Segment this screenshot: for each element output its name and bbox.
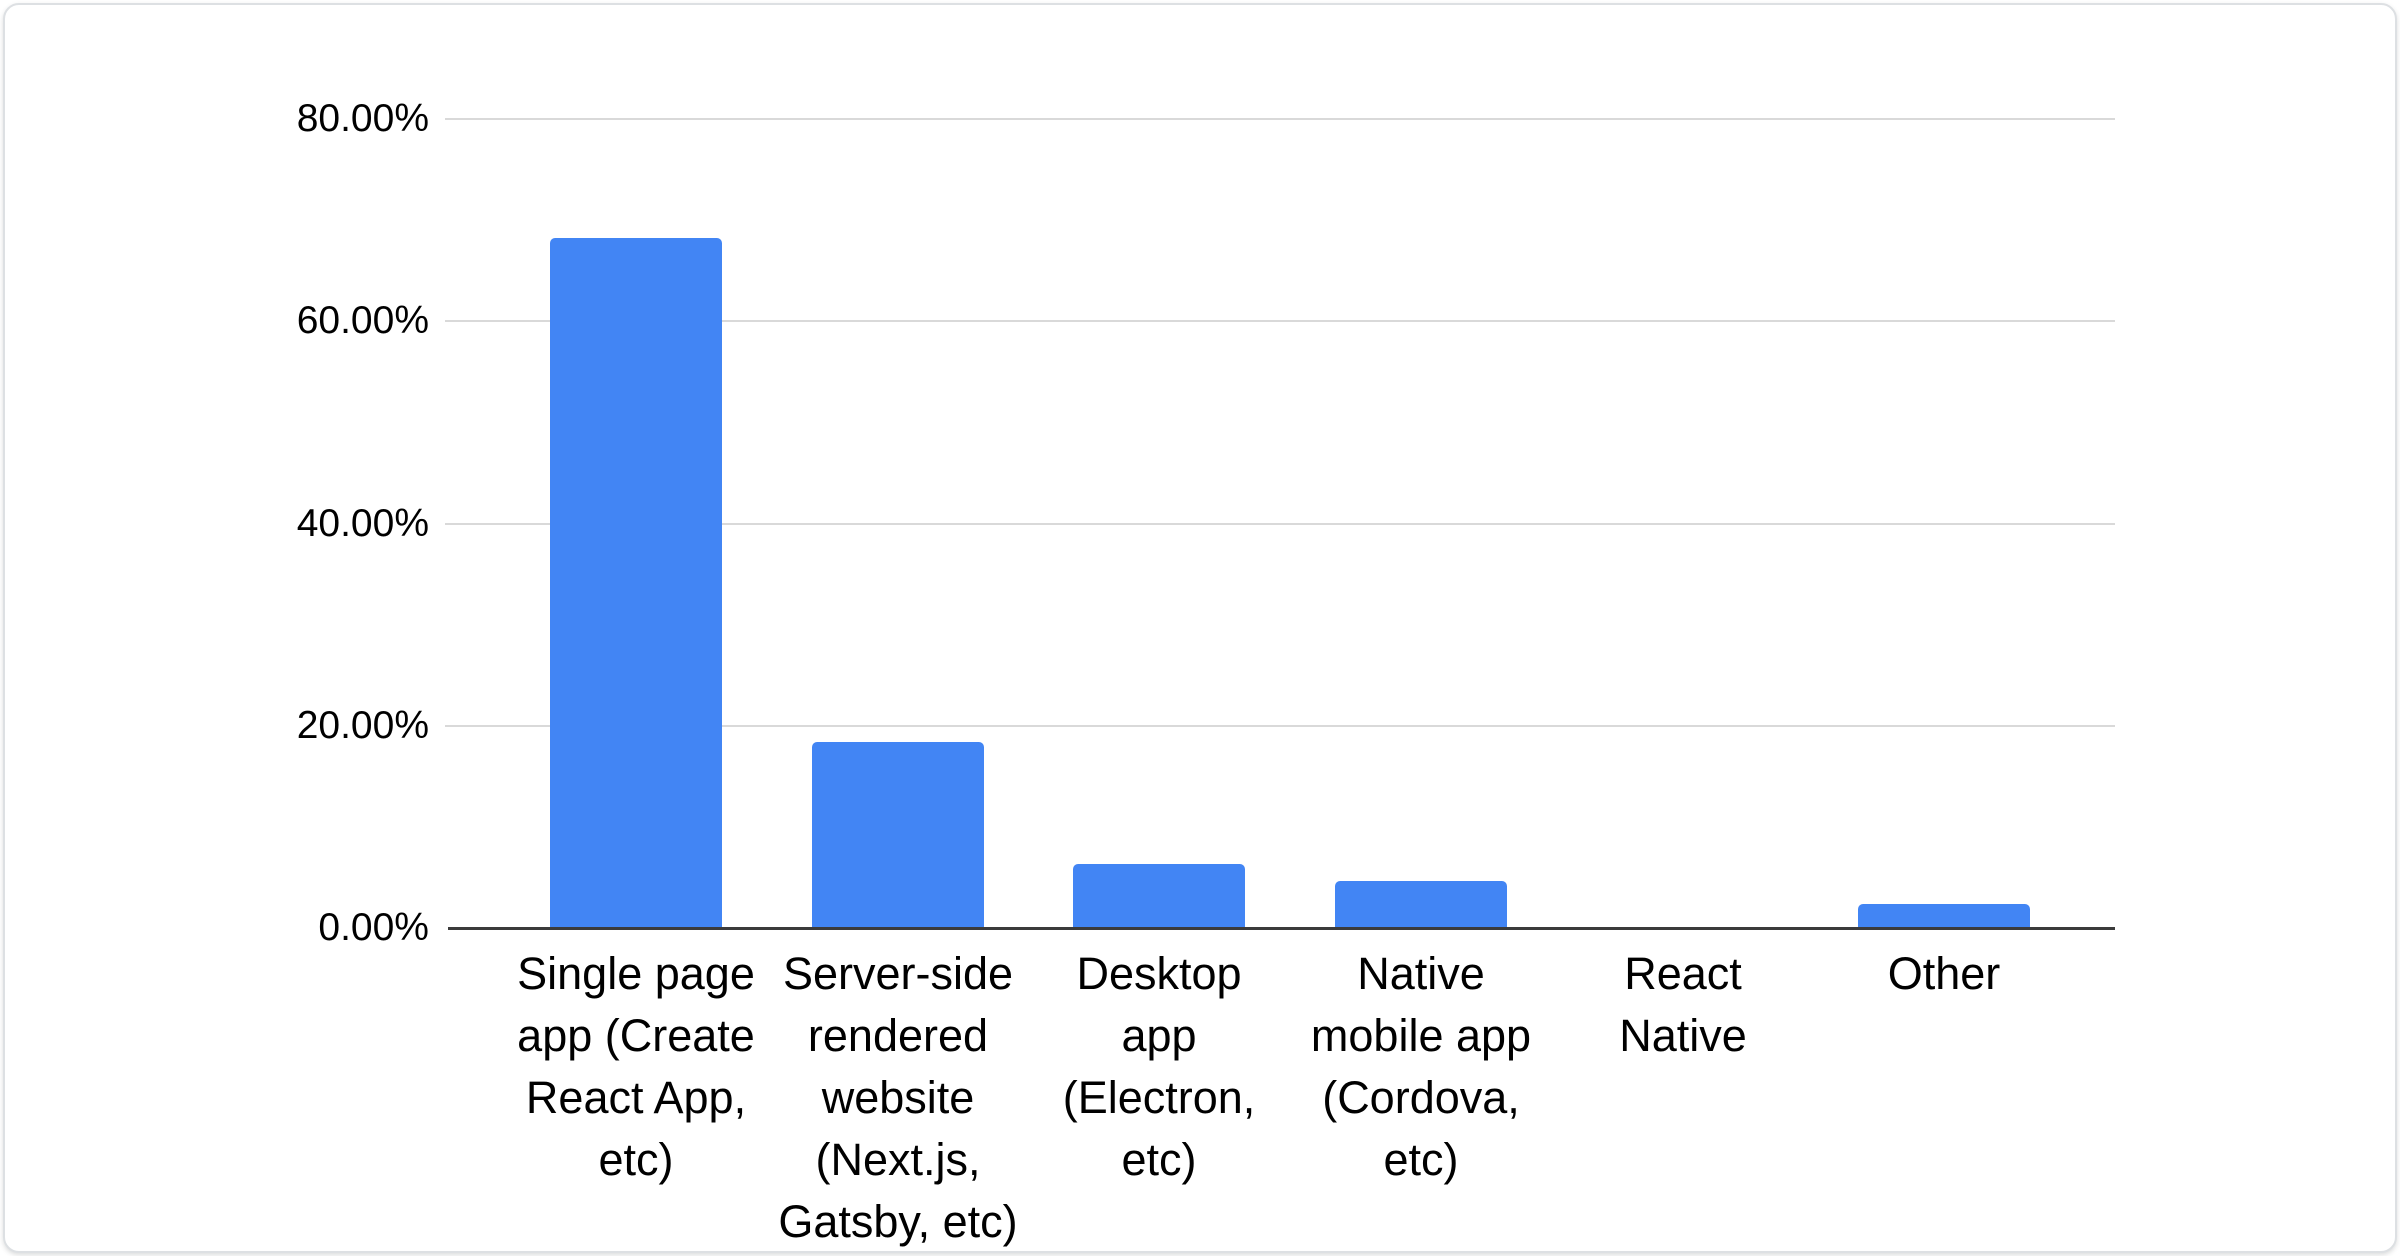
x-axis-category-label: Desktop app (Electron, etc) bbox=[1062, 948, 1256, 1185]
bar[interactable] bbox=[812, 742, 984, 928]
x-axis-category-label: Native mobile app (Cordova, etc) bbox=[1310, 948, 1532, 1185]
x-axis-category-label: Other bbox=[1887, 948, 2001, 999]
chart-card: 80.00% 60.00% 40.00% 20.00% 0.00% Single pag… bbox=[3, 3, 2397, 1253]
gridline bbox=[445, 523, 2115, 525]
bar[interactable] bbox=[1335, 881, 1507, 928]
y-axis-tick-label: 60.00% bbox=[296, 299, 429, 342]
x-axis-category-label: Server-side rendered website (Next.js, G… bbox=[778, 948, 1018, 1247]
bar[interactable] bbox=[1073, 864, 1245, 928]
x-axis-category-label: React Native bbox=[1619, 948, 1747, 1061]
bar[interactable] bbox=[1858, 904, 2030, 928]
y-axis-tick-label: 0.00% bbox=[318, 906, 429, 949]
x-axis-baseline bbox=[448, 927, 2115, 930]
x-axis-category-label: Single page app (Create React App, etc) bbox=[517, 948, 755, 1185]
bar[interactable] bbox=[550, 238, 722, 928]
y-axis-tick-label: 40.00% bbox=[296, 502, 429, 545]
gridline bbox=[445, 118, 2115, 120]
gridline bbox=[445, 725, 2115, 727]
y-axis-tick-label: 20.00% bbox=[296, 704, 429, 747]
y-axis-tick-label: 80.00% bbox=[296, 97, 429, 140]
bar-chart: 80.00% 60.00% 40.00% 20.00% 0.00% Single pag… bbox=[5, 5, 2395, 1251]
gridline bbox=[445, 320, 2115, 322]
